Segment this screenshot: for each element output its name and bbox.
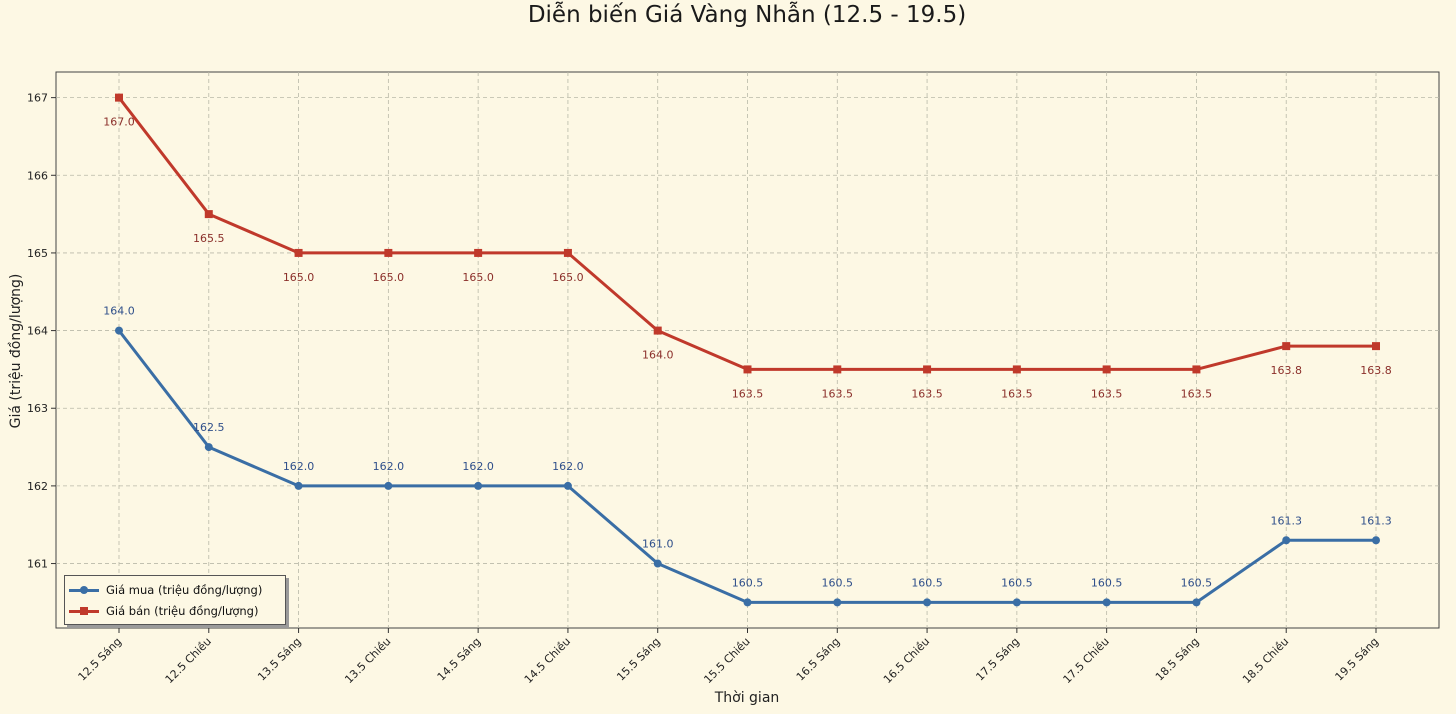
data-label-1: 163.5 bbox=[911, 387, 943, 400]
y-tick-label: 165 bbox=[27, 247, 48, 260]
chart-title: Diễn biến Giá Vàng Nhẫn (12.5 - 19.5) bbox=[527, 2, 967, 28]
data-label-1: 165.5 bbox=[193, 232, 225, 245]
series-point-0 bbox=[743, 598, 752, 607]
legend-item-sell: Giá bán (triệu đồng/lượng) bbox=[69, 600, 279, 621]
data-label-0: 164.0 bbox=[103, 305, 135, 318]
data-label-0: 161.3 bbox=[1360, 514, 1392, 527]
x-tick-label: 12.5 Sáng bbox=[76, 635, 125, 684]
grid-layer bbox=[56, 72, 1439, 628]
x-tick-label: 17.5 Chiều bbox=[1061, 635, 1112, 686]
data-label-1: 164.0 bbox=[642, 349, 674, 362]
data-label-0: 162.0 bbox=[552, 460, 584, 473]
y-tick-label: 164 bbox=[27, 325, 48, 338]
series-point-1 bbox=[743, 365, 752, 374]
series-point-0 bbox=[384, 481, 393, 490]
data-label-1: 163.5 bbox=[822, 387, 854, 400]
x-tick-label: 18.5 Sáng bbox=[1153, 635, 1202, 684]
data-label-1: 163.5 bbox=[1001, 387, 1033, 400]
series-point-0 bbox=[833, 598, 842, 607]
x-tick-label: 16.5 Chiều bbox=[881, 635, 932, 686]
series-point-1 bbox=[1192, 365, 1201, 374]
y-tick-label: 161 bbox=[27, 558, 48, 571]
x-tick-label: 15.5 Chiều bbox=[701, 635, 752, 686]
y-axis-label: Giá (triệu đồng/lượng) bbox=[7, 274, 24, 429]
series-point-0 bbox=[474, 481, 483, 490]
series-point-0 bbox=[1012, 598, 1021, 607]
series-point-0 bbox=[204, 443, 213, 452]
data-labels-layer: 164.0 162.5 162.0 162.0 162.0 162.0 161.0 160.5… bbox=[103, 116, 1392, 590]
data-label-0: 160.5 bbox=[822, 576, 854, 589]
series-point-1 bbox=[294, 248, 303, 257]
x-tick-label: 16.5 Sáng bbox=[794, 635, 843, 684]
data-label-1: 163.5 bbox=[732, 387, 764, 400]
data-label-0: 161.3 bbox=[1270, 514, 1302, 527]
series-point-0 bbox=[1372, 536, 1380, 545]
data-label-1: 165.0 bbox=[552, 271, 584, 284]
data-label-0: 160.5 bbox=[1001, 576, 1033, 589]
data-label-1: 163.8 bbox=[1270, 364, 1302, 377]
series-point-1 bbox=[1372, 342, 1380, 351]
y-tick-label: 162 bbox=[27, 480, 48, 493]
series-point-1 bbox=[653, 326, 662, 335]
data-label-1: 163.8 bbox=[1360, 364, 1392, 377]
data-label-1: 165.0 bbox=[373, 271, 405, 284]
series-layer bbox=[115, 93, 1380, 607]
series-point-1 bbox=[474, 248, 483, 257]
data-label-0: 160.5 bbox=[732, 576, 764, 589]
x-tick-label: 13.5 Chiều bbox=[342, 635, 393, 686]
y-tick-label: 163 bbox=[27, 402, 48, 415]
series-point-0 bbox=[1102, 598, 1111, 607]
series-point-1 bbox=[384, 248, 393, 257]
data-label-0: 162.0 bbox=[462, 460, 494, 473]
series-point-1 bbox=[1012, 365, 1021, 374]
x-axis-label: Thời gian bbox=[714, 690, 780, 706]
series-point-1 bbox=[923, 365, 932, 374]
chart-legend: Giá mua (triệu đồng/lượng) Giá bán (triệ… bbox=[64, 575, 286, 625]
data-label-1: 163.5 bbox=[1091, 387, 1123, 400]
series-point-1 bbox=[1282, 342, 1291, 351]
series-point-0 bbox=[923, 598, 932, 607]
x-tick-label: 14.5 Sáng bbox=[435, 635, 484, 684]
legend-swatch-buy bbox=[69, 584, 99, 596]
series-point-0 bbox=[563, 481, 572, 490]
legend-label-sell: Giá bán (triệu đồng/lượng) bbox=[106, 603, 259, 618]
data-label-0: 162.0 bbox=[283, 460, 315, 473]
x-tick-label: 12.5 Chiều bbox=[163, 635, 214, 686]
y-tick-label: 167 bbox=[27, 92, 48, 105]
data-label-0: 160.5 bbox=[1181, 576, 1213, 589]
data-label-0: 160.5 bbox=[1091, 576, 1123, 589]
data-label-0: 161.0 bbox=[642, 538, 674, 551]
legend-swatch-sell bbox=[69, 605, 99, 617]
data-label-1: 163.5 bbox=[1181, 387, 1213, 400]
x-tick-label: 14.5 Chiều bbox=[522, 635, 573, 686]
series-point-0 bbox=[294, 481, 303, 490]
data-label-0: 162.5 bbox=[193, 421, 225, 434]
data-label-0: 160.5 bbox=[911, 576, 943, 589]
x-tick-label: 13.5 Sáng bbox=[255, 635, 304, 684]
x-tick-label: 19.5 Sáng bbox=[1333, 635, 1382, 684]
series-point-1 bbox=[204, 210, 213, 219]
series-point-0 bbox=[1282, 536, 1291, 545]
y-tick-label: 166 bbox=[27, 169, 48, 182]
data-label-0: 162.0 bbox=[373, 460, 405, 473]
series-point-1 bbox=[833, 365, 842, 374]
x-tick-label: 17.5 Sáng bbox=[973, 635, 1022, 684]
legend-item-buy: Giá mua (triệu đồng/lượng) bbox=[69, 579, 279, 600]
x-tick-label: 15.5 Sáng bbox=[614, 635, 663, 684]
x-tick-label: 18.5 Chiều bbox=[1240, 635, 1291, 686]
series-point-1 bbox=[115, 93, 123, 102]
series-point-1 bbox=[1102, 365, 1111, 374]
legend-label-buy: Giá mua (triệu đồng/lượng) bbox=[106, 582, 263, 597]
data-label-1: 167.0 bbox=[103, 116, 135, 129]
series-point-0 bbox=[115, 326, 123, 335]
data-label-1: 165.0 bbox=[462, 271, 494, 284]
series-point-1 bbox=[563, 248, 572, 257]
data-label-1: 165.0 bbox=[283, 271, 315, 284]
series-point-0 bbox=[1192, 598, 1201, 607]
series-point-0 bbox=[653, 559, 662, 568]
